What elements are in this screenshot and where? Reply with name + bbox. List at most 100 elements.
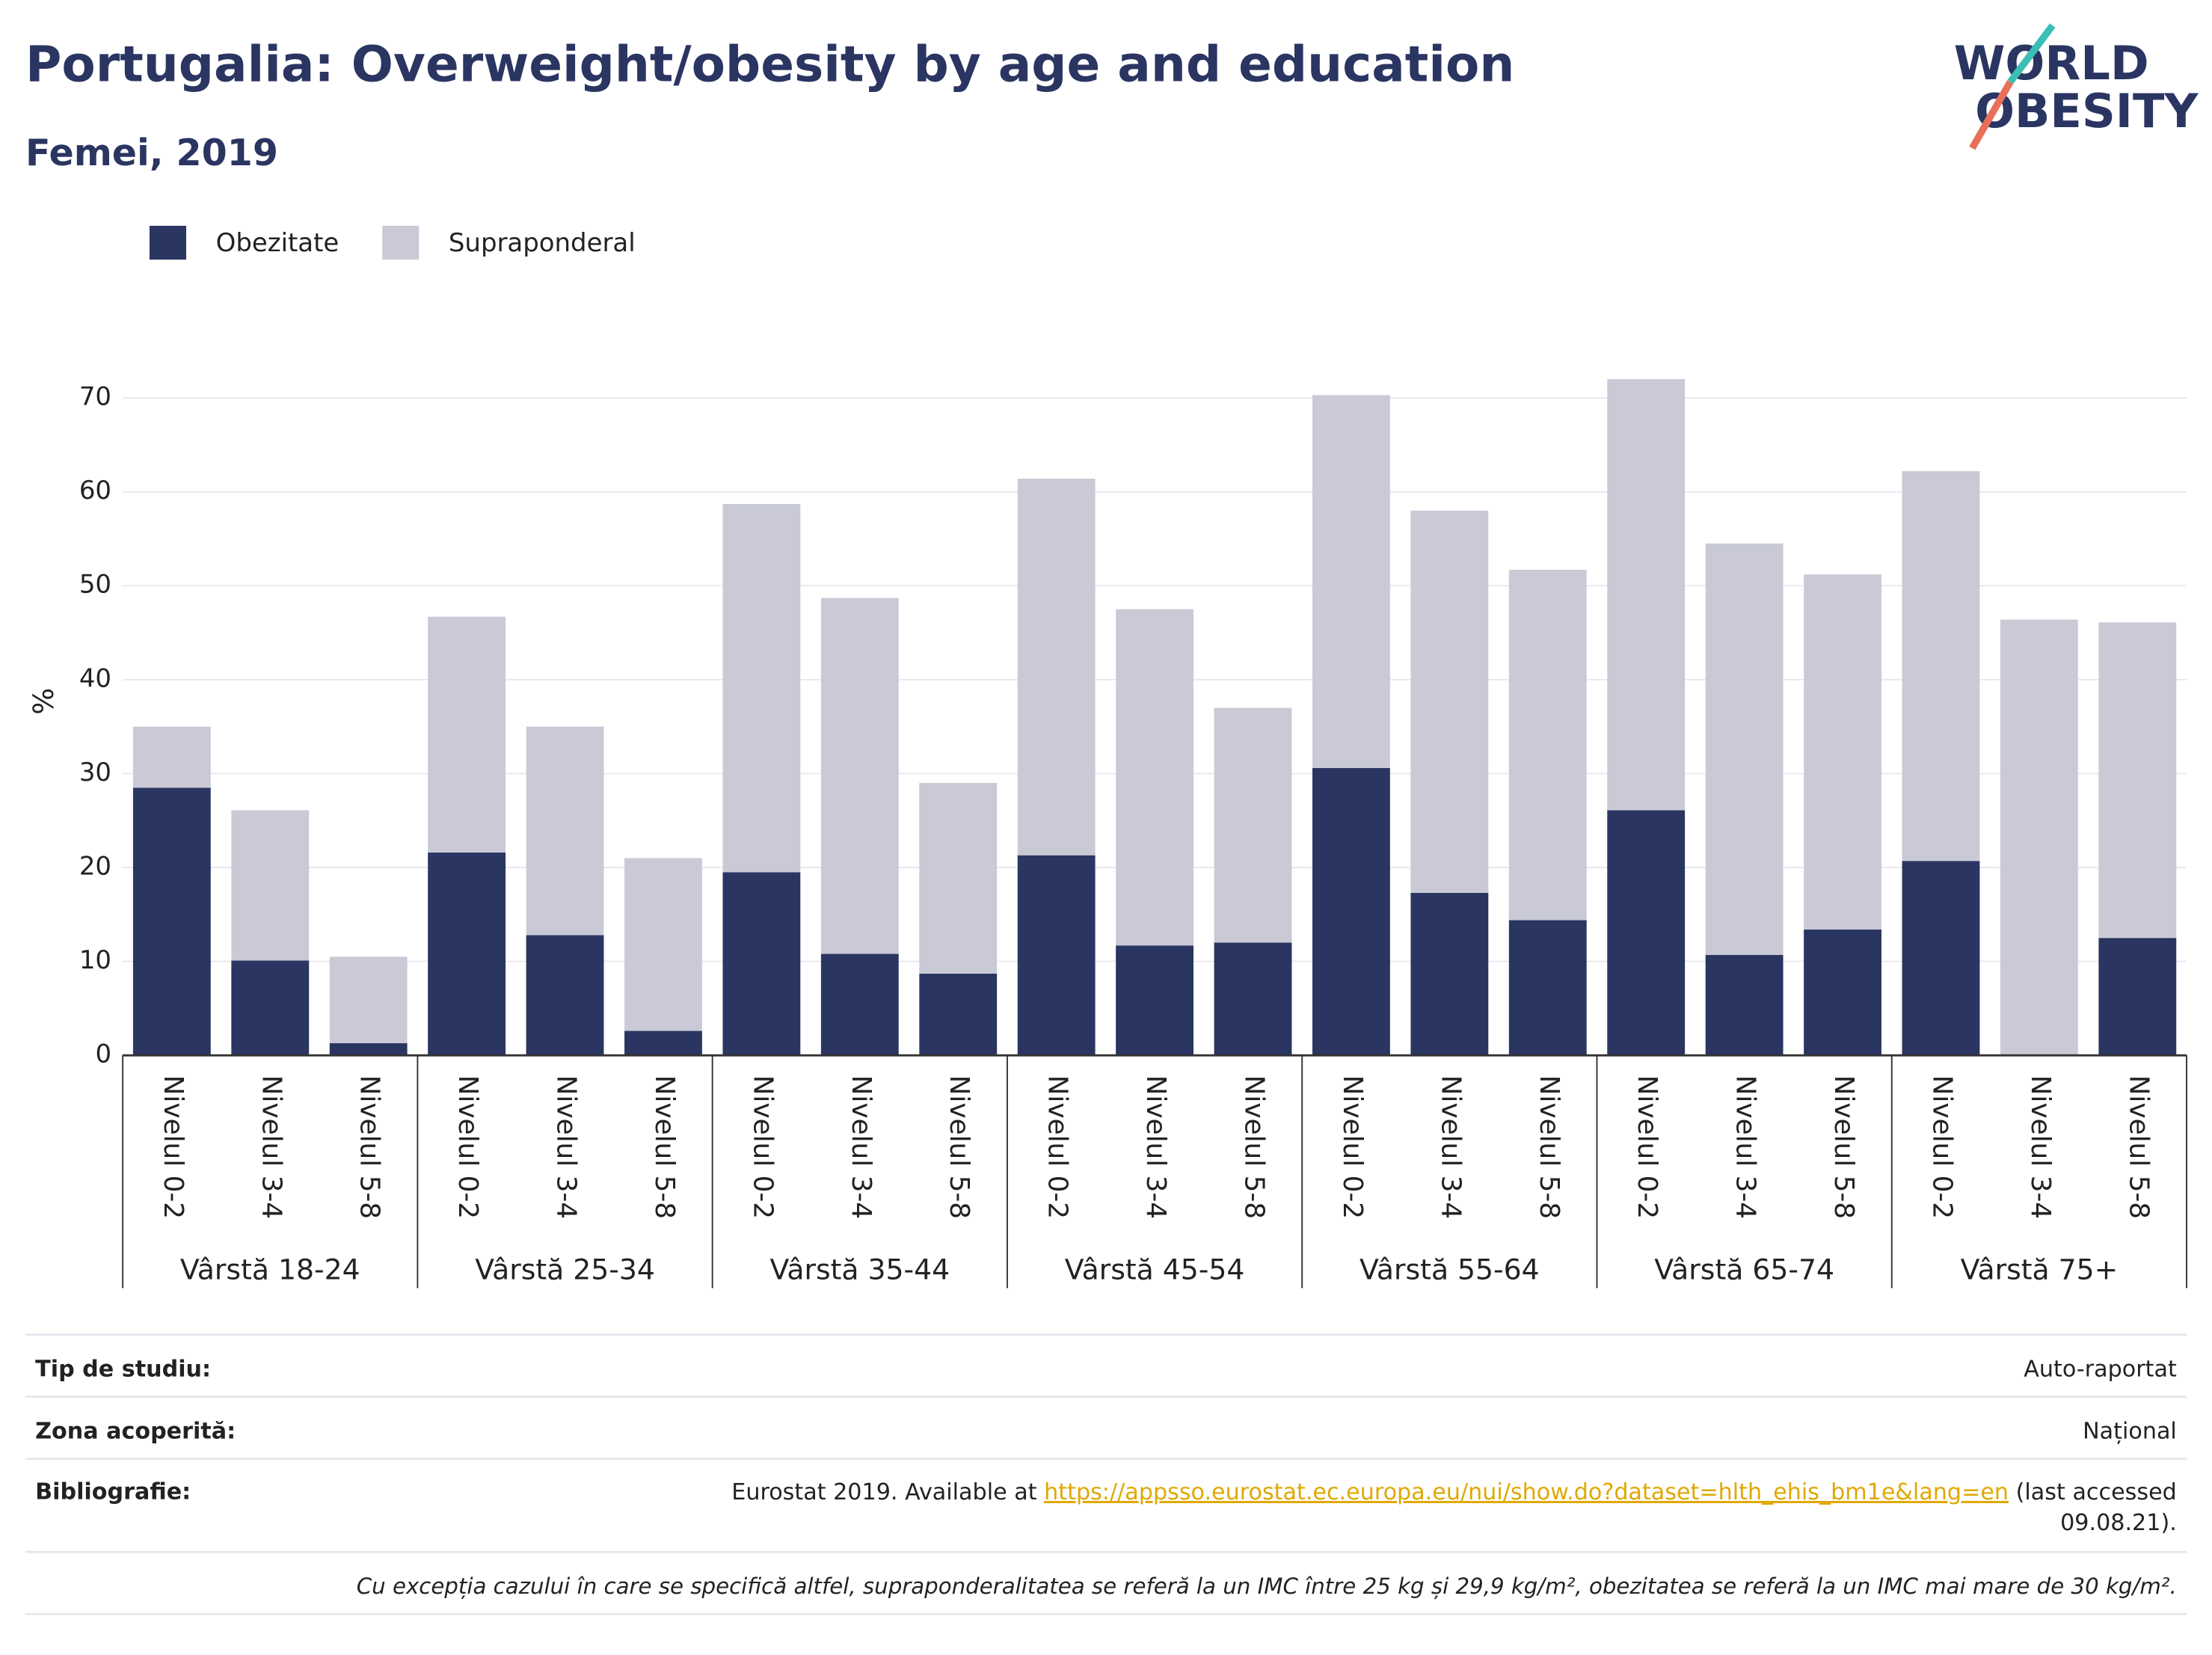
- y-tick-label: 60: [79, 476, 111, 506]
- legend-label: Obezitate: [216, 228, 340, 258]
- bar-segment: [1508, 569, 1587, 921]
- group-label: Vârstă 18-24: [180, 1253, 360, 1286]
- bar-segment: [624, 858, 702, 1031]
- y-tick-label: 40: [79, 663, 111, 693]
- x-tick-label: Nivelul 0-2: [1042, 1075, 1073, 1220]
- bibliography-text: (last accessed: [2016, 1479, 2177, 1505]
- x-tick-label: Nivelul 5-8: [354, 1075, 385, 1220]
- bar-segment: [2000, 619, 2078, 1056]
- bar-segment: [132, 787, 211, 1056]
- bar-segment: [132, 726, 211, 788]
- legend-swatch: [149, 225, 187, 260]
- bar-segment: [2098, 938, 2177, 1056]
- bar-segment: [428, 852, 506, 1056]
- x-tick-label: Nivelul 5-8: [1534, 1075, 1564, 1220]
- bar-segment: [428, 616, 506, 853]
- y-tick-label: 0: [95, 1040, 111, 1069]
- bibliography-link[interactable]: https://appsso.eurostat.ec.europa.eu/nui…: [1044, 1479, 2009, 1505]
- footer-value: Auto-raportat: [2024, 1356, 2177, 1382]
- x-tick-label: Nivelul 3-4: [1730, 1075, 1761, 1220]
- bar-segment: [231, 810, 310, 961]
- group-label: Vârstă 65-74: [1654, 1253, 1834, 1286]
- y-axis-label: %: [27, 688, 60, 715]
- bar-segment: [1705, 954, 1784, 1056]
- bar-segment: [919, 782, 998, 974]
- bar-segment: [1017, 479, 1096, 856]
- x-tick-label: Nivelul 3-4: [846, 1075, 876, 1220]
- x-tick-label: Nivelul 3-4: [551, 1075, 582, 1220]
- x-tick-label: Nivelul 3-4: [2025, 1075, 2056, 1220]
- logo-slash: [1969, 80, 2014, 150]
- bar-segment: [526, 935, 604, 1056]
- y-tick-label: 20: [79, 851, 111, 881]
- group-label: Vârstă 55-64: [1360, 1253, 1540, 1286]
- x-tick-label: Nivelul 5-8: [2123, 1075, 2154, 1220]
- x-tick-label: Nivelul 3-4: [1435, 1075, 1466, 1220]
- legend-swatch: [382, 225, 420, 260]
- bar-segment: [329, 957, 408, 1043]
- bar-segment: [1116, 609, 1193, 946]
- y-tick-label: 50: [79, 570, 111, 600]
- footer-label: Bibliografie:: [35, 1479, 191, 1505]
- bar-segment: [231, 960, 310, 1056]
- chart-subtitle: Femei, 2019: [25, 131, 278, 174]
- logo-text: OBESITY: [1975, 84, 2199, 138]
- x-tick-label: Nivelul 5-8: [944, 1075, 974, 1220]
- x-tick-label: Nivelul 0-2: [158, 1075, 188, 1220]
- x-tick-label: Nivelul 0-2: [1632, 1075, 1662, 1220]
- footer-value: Național: [2083, 1418, 2177, 1444]
- bar-segment: [1607, 810, 1686, 1056]
- bar-segment: [1410, 892, 1489, 1056]
- bar-segment: [1312, 767, 1390, 1056]
- bar-segment: [919, 973, 998, 1056]
- bar-segment: [1116, 945, 1193, 1056]
- footer-label: Zona acoperită:: [35, 1418, 236, 1444]
- x-tick-label: Nivelul 5-8: [1239, 1075, 1270, 1220]
- footer-label: Tip de studiu:: [35, 1356, 211, 1382]
- bar-segment: [1705, 543, 1784, 955]
- logo-slash: [2007, 23, 2056, 85]
- bibliography: Eurostat 2019. Available at https://apps…: [731, 1479, 2177, 1505]
- footer-note: Cu excepția cazului în care se specifică…: [357, 1573, 2177, 1600]
- group-label: Vârstă 35-44: [769, 1253, 950, 1286]
- bar-segment: [820, 598, 899, 954]
- bar-segment: [1214, 942, 1292, 1056]
- y-tick-label: 10: [79, 945, 111, 975]
- bar-segment: [1312, 395, 1390, 768]
- bar-segment: [1508, 920, 1587, 1056]
- y-tick-label: 70: [79, 382, 111, 412]
- x-tick-label: Nivelul 5-8: [1828, 1075, 1859, 1220]
- x-tick-label: Nivelul 0-2: [1337, 1075, 1368, 1220]
- bar-segment: [722, 872, 801, 1056]
- bar-segment: [1214, 707, 1292, 943]
- x-tick-label: Nivelul 3-4: [256, 1075, 286, 1220]
- bar-segment: [1804, 574, 1881, 930]
- bar-segment: [329, 1043, 408, 1056]
- x-tick-label: Nivelul 0-2: [452, 1075, 483, 1220]
- chart-title: Portugalia: Overweight/obesity by age an…: [25, 36, 1514, 93]
- bar-segment: [722, 503, 801, 873]
- bibliography-text: Eurostat 2019. Available at: [731, 1479, 1036, 1505]
- group-label: Vârstă 45-54: [1065, 1253, 1245, 1286]
- legend-label: Supraponderal: [449, 228, 636, 258]
- x-tick-label: Nivelul 3-4: [1140, 1075, 1171, 1220]
- x-tick-label: Nivelul 0-2: [747, 1075, 778, 1220]
- bar-segment: [1607, 378, 1686, 811]
- y-tick-label: 30: [79, 758, 111, 787]
- bar-segment: [2098, 622, 2177, 939]
- group-label: Vârstă 75+: [1961, 1253, 2119, 1286]
- bar-segment: [624, 1031, 702, 1056]
- bar-segment: [1902, 471, 1980, 862]
- x-tick-label: Nivelul 0-2: [1926, 1075, 1957, 1220]
- bibliography: 09.08.21).: [2060, 1510, 2177, 1536]
- logo-text: WORLD: [1954, 36, 2149, 90]
- bar-segment: [1804, 929, 1881, 1056]
- group-label: Vârstă 25-34: [475, 1253, 655, 1286]
- bar-segment: [1017, 855, 1096, 1056]
- bar-segment: [820, 954, 899, 1056]
- x-tick-label: Nivelul 5-8: [649, 1075, 680, 1220]
- bar-segment: [526, 726, 604, 936]
- bar-segment: [1902, 861, 1980, 1056]
- bar-segment: [1410, 510, 1489, 893]
